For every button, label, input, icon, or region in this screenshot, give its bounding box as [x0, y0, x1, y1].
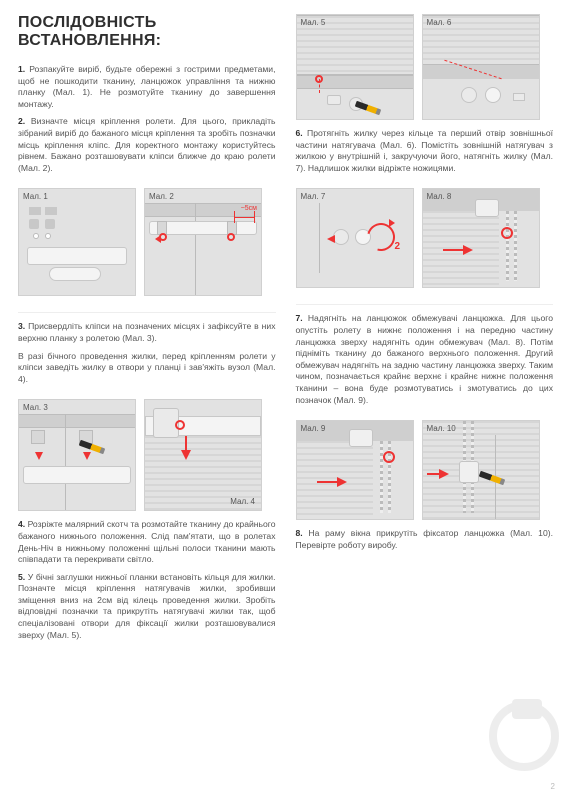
step-1-text: Розпакуйте виріб, будьте обережні з гост… [18, 64, 276, 109]
step-7: 7. Надягніть на ланцюжок обмежувачі ланц… [296, 313, 554, 406]
rot-2: 2 [395, 241, 401, 252]
figure-3-label: Мал. 3 [23, 403, 48, 412]
figure-10: Мал. 10 [422, 420, 540, 520]
figure-2: Мал. 2 ~5см [144, 188, 262, 296]
step-3: 3. Присвердліть кліпси на позначених міс… [18, 321, 276, 344]
step-3-text: Присвердліть кліпси на позначених місцях… [18, 321, 276, 343]
figure-9: Мал. 9 [296, 420, 414, 520]
page-title: ПОСЛІДОВНІСТЬ ВСТАНОВЛЕННЯ: [18, 14, 276, 50]
figure-4-label: Мал. 4 [230, 497, 255, 506]
figure-1: Мал. 1 [18, 188, 136, 296]
page-number: 2 [551, 782, 555, 791]
step-1-num: 1. [18, 64, 25, 74]
step-7-num: 7. [296, 313, 303, 323]
fig-row-5-6: Мал. 5 Мал. 6 [296, 14, 554, 120]
watermark-icon [489, 701, 559, 771]
left-column: ПОСЛІДОВНІСТЬ ВСТАНОВЛЕННЯ: 1. Розпакуйт… [18, 14, 286, 781]
step-6-text: Протягніть жилку через кільце та перший … [296, 128, 554, 173]
fig-row-7-8: Мал. 7 2 Мал. 8 [296, 188, 554, 288]
figure-8: Мал. 8 [422, 188, 540, 288]
step-5-num: 5. [18, 572, 25, 582]
figure-9-label: Мал. 9 [301, 424, 326, 433]
figure-4: Мал. 4 [144, 399, 262, 511]
step-3b: В разі бічного проведення жилки, перед к… [18, 351, 276, 386]
figure-6-label: Мал. 6 [427, 18, 452, 27]
fig-row-9-10: Мал. 9 Мал. 10 [296, 420, 554, 520]
step-1: 1. Розпакуйте виріб, будьте обережні з г… [18, 64, 276, 110]
step-8-text: На раму вікна прикрутіть фіксатор ланцюж… [296, 528, 554, 550]
step-3b-text: В разі бічного проведення жилки, перед к… [18, 351, 276, 384]
figure-6: Мал. 6 [422, 14, 540, 120]
figure-7: Мал. 7 2 [296, 188, 414, 288]
step-5-text: У бічні заглушки нижньої планки встанові… [18, 572, 276, 640]
step-4: 4. Розріжте малярний скотч та розмотайте… [18, 519, 276, 565]
figure-5-label: Мал. 5 [301, 18, 326, 27]
figure-1-label: Мал. 1 [23, 192, 48, 201]
step-6: 6. Протягніть жилку через кільце та перш… [296, 128, 554, 174]
right-column: Мал. 5 Мал. 6 6. Протягніть жил [286, 14, 554, 781]
figure-8-label: Мал. 8 [427, 192, 452, 201]
fig-row-3-4: Мал. 3 Мал. 4 [18, 399, 276, 511]
step-4-num: 4. [18, 519, 25, 529]
step-6-num: 6. [296, 128, 303, 138]
step-8-num: 8. [296, 528, 303, 538]
figure-7-label: Мал. 7 [301, 192, 326, 201]
step-5: 5. У бічні заглушки нижньої планки встан… [18, 572, 276, 642]
figure-10-label: Мал. 10 [427, 424, 456, 433]
step-4-text: Розріжте малярний скотч та розмотайте тк… [18, 519, 276, 564]
fig-row-1-2: Мал. 1 Мал. 2 ~5см [18, 188, 276, 296]
figure-5: Мал. 5 [296, 14, 414, 120]
step-2: 2. Визначте місця кріплення ролети. Для … [18, 116, 276, 174]
step-7-text: Надягніть на ланцюжок обмежувачі ланцюжк… [296, 313, 554, 404]
figure-3: Мал. 3 [18, 399, 136, 511]
figure-2-label: Мал. 2 [149, 192, 174, 201]
step-2-num: 2. [18, 116, 25, 126]
step-3-num: 3. [18, 321, 25, 331]
step-2-text: Визначте місця кріплення ролети. Для цьо… [18, 116, 276, 172]
step-8: 8. На раму вікна прикрутіть фіксатор лан… [296, 528, 554, 551]
